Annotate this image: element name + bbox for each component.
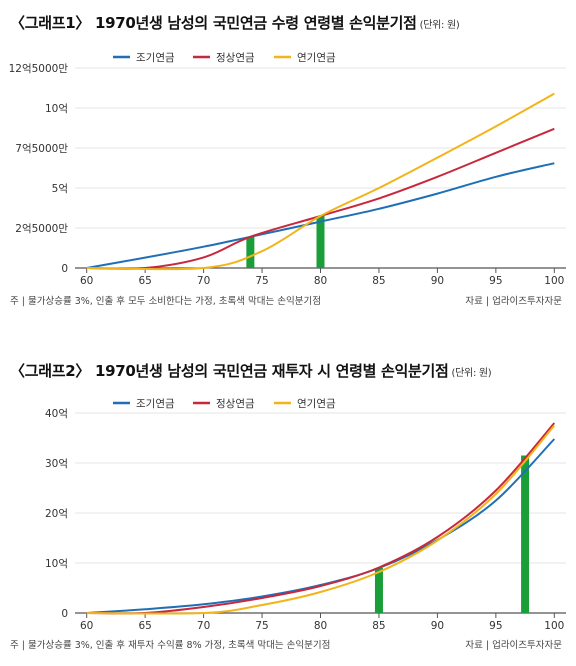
x-tick-label: 90 bbox=[431, 620, 444, 632]
x-tick-label: 65 bbox=[138, 620, 151, 632]
legend-label: 조기연금 bbox=[136, 398, 175, 410]
y-tick-label: 12억5000만 bbox=[9, 63, 69, 75]
y-tick-label: 0 bbox=[61, 608, 68, 620]
x-tick-label: 100 bbox=[544, 620, 564, 632]
x-tick-label: 85 bbox=[372, 275, 385, 287]
y-tick-label: 7억5000만 bbox=[15, 143, 68, 155]
x-tick-label: 90 bbox=[431, 275, 444, 287]
x-tick-label: 80 bbox=[314, 275, 327, 287]
series-line bbox=[86, 422, 556, 615]
y-tick-label: 10억 bbox=[45, 103, 68, 115]
x-tick-label: 65 bbox=[138, 275, 151, 287]
series-line bbox=[86, 424, 556, 615]
x-tick-label: 60 bbox=[80, 275, 93, 287]
chart-1-source: 자료 | 업라이즈투자자문 bbox=[465, 296, 562, 307]
chart-1-footnote: 주 | 물가상승률 3%, 인출 후 모두 소비한다는 가정, 초록색 막대는 … bbox=[10, 296, 321, 307]
breakeven-bar bbox=[374, 568, 383, 613]
legend-label: 연기연금 bbox=[297, 398, 336, 410]
x-tick-label: 85 bbox=[372, 620, 385, 632]
chart-1-title: 〈그래프1〉 1970년생 남성의 국민연금 수령 연령별 손익분기점 (단위: … bbox=[10, 12, 460, 33]
y-tick-label: 2억5000만 bbox=[15, 223, 68, 235]
series-line bbox=[86, 162, 555, 269]
x-tick-label: 100 bbox=[544, 275, 564, 287]
chart-1-unit: (단위: 원) bbox=[419, 20, 460, 31]
breakeven-bar bbox=[521, 455, 530, 613]
legend-label: 정상연금 bbox=[216, 52, 255, 64]
y-tick-label: 0 bbox=[61, 263, 68, 275]
series-line bbox=[86, 92, 555, 271]
x-tick-label: 75 bbox=[255, 620, 268, 632]
chart-2-title: 〈그래프2〉 1970년생 남성의 국민연금 재투자 시 연령별 손익분기점 (단… bbox=[10, 360, 492, 381]
chart-2-footnote: 주 | 물가상승률 3%, 인출 후 재투자 수익률 8% 가정, 초록색 막대… bbox=[10, 640, 331, 651]
x-tick-label: 70 bbox=[197, 275, 210, 287]
x-tick-label: 70 bbox=[197, 620, 210, 632]
chart-1-title-text: 〈그래프1〉 1970년생 남성의 국민연금 수령 연령별 손익분기점 bbox=[10, 14, 417, 32]
x-tick-label: 75 bbox=[255, 275, 268, 287]
legend-label: 정상연금 bbox=[216, 398, 255, 410]
y-tick-label: 20억 bbox=[45, 508, 68, 520]
breakeven-bar bbox=[316, 216, 325, 268]
chart-2-title-text: 〈그래프2〉 1970년생 남성의 국민연금 재투자 시 연령별 손익분기점 bbox=[10, 362, 449, 380]
chart-2-unit: (단위: 원) bbox=[451, 368, 492, 379]
y-tick-label: 30억 bbox=[45, 458, 68, 470]
y-tick-label: 10억 bbox=[45, 558, 68, 570]
chart-2-source: 자료 | 업라이즈투자자문 bbox=[465, 640, 562, 651]
x-tick-label: 80 bbox=[314, 620, 327, 632]
y-tick-label: 40억 bbox=[45, 408, 68, 420]
legend-label: 조기연금 bbox=[136, 52, 175, 64]
chart-panel-1: 〈그래프1〉 1970년생 남성의 국민연금 수령 연령별 손익분기점 (단위: … bbox=[0, 0, 576, 330]
x-tick-label: 60 bbox=[80, 620, 93, 632]
chart-1-plot: 0 2억5000만 5억 7억5000만 10억 12억5000만 60 65 70 75 80 85… bbox=[9, 52, 566, 287]
legend-label: 연기연금 bbox=[297, 52, 336, 64]
x-tick-label: 95 bbox=[489, 275, 502, 287]
y-tick-label: 5억 bbox=[52, 183, 68, 195]
x-tick-label: 95 bbox=[489, 620, 502, 632]
breakeven-bar bbox=[246, 236, 255, 268]
chart-2-plot: 0 10억 20억 30억 40억 60 65 70 75 80 85 90 95 100 조기연금 정상연금… bbox=[45, 398, 566, 632]
